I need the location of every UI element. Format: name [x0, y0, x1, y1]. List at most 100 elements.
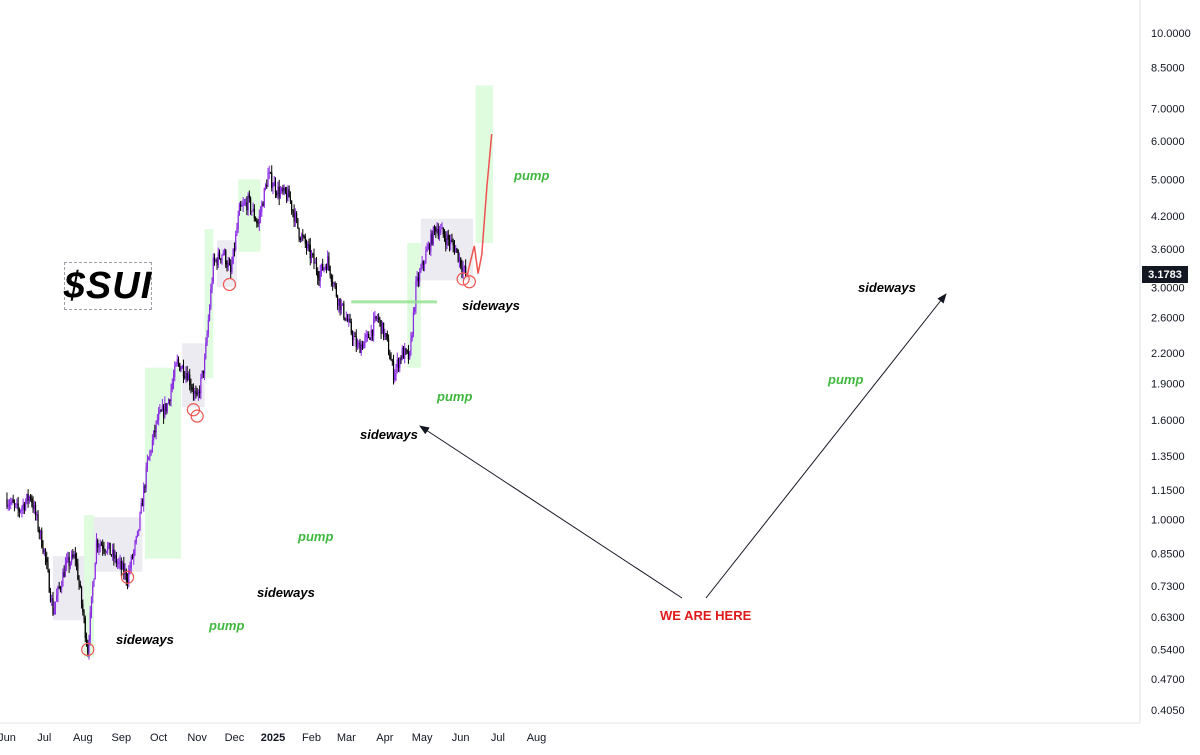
candle-body	[43, 549, 45, 553]
candle-body	[72, 554, 74, 557]
candle-body	[41, 530, 43, 548]
candle-body	[407, 350, 410, 359]
candle-body	[443, 234, 446, 239]
candle-body	[369, 338, 371, 340]
candle-body	[295, 213, 298, 219]
pump-zone	[238, 179, 261, 252]
candle-body	[227, 262, 229, 268]
candle-body	[339, 298, 341, 311]
candle-body	[172, 376, 175, 384]
candle-body	[397, 359, 400, 369]
y-tick-label: 10.0000	[1151, 28, 1191, 40]
candle-body	[46, 558, 48, 563]
candle-body	[414, 307, 416, 312]
candle-body	[455, 248, 457, 253]
candle-body	[245, 202, 247, 204]
candle-body	[412, 311, 415, 336]
candle-body	[323, 267, 325, 271]
candle-body	[405, 348, 407, 351]
candle-body	[44, 549, 47, 559]
candle-body	[89, 612, 91, 641]
candle-body	[225, 250, 227, 265]
candle-body	[356, 344, 359, 348]
zones-layer	[52, 85, 493, 658]
candle-body	[222, 253, 224, 256]
candle-body	[361, 344, 364, 349]
candle-body	[11, 499, 13, 503]
candle-body	[394, 373, 396, 380]
candle-body	[278, 186, 280, 198]
candle-body	[271, 172, 273, 188]
candle-body	[380, 320, 382, 334]
candle-body	[328, 256, 330, 267]
candle-body	[266, 184, 268, 187]
candle-body	[237, 215, 239, 229]
candle-body	[315, 262, 318, 272]
candle-body	[133, 550, 135, 559]
candle-body	[368, 333, 370, 339]
candle-body	[340, 304, 342, 311]
candle-body	[360, 344, 362, 354]
candle-body	[98, 546, 100, 548]
candle-body	[71, 554, 73, 563]
candle-body	[206, 333, 208, 344]
candle-body	[125, 570, 127, 580]
candle-body	[189, 374, 191, 385]
candle-body	[346, 318, 349, 322]
candle-body	[136, 530, 139, 537]
ticker-label: $SUI	[64, 262, 152, 310]
candle-body	[134, 542, 136, 551]
candle-body	[53, 607, 55, 615]
candle-body	[61, 586, 63, 589]
candle-body	[246, 202, 248, 211]
candle-body	[304, 236, 306, 244]
candle-body	[387, 339, 390, 355]
candle-body	[279, 191, 282, 198]
candle-body	[257, 223, 259, 225]
low-marker-circle	[456, 272, 470, 286]
candle-body	[365, 334, 367, 338]
candle-body	[422, 261, 424, 265]
candle-body	[110, 554, 112, 556]
candle-body	[345, 318, 347, 321]
candle-body	[248, 194, 250, 199]
candle-body	[250, 198, 252, 212]
candle-body	[416, 277, 418, 281]
candle-body	[47, 562, 49, 571]
candle-body	[130, 556, 132, 569]
current-price-badge: 3.1783	[1142, 266, 1188, 283]
candle-body	[213, 257, 216, 261]
candle-body	[419, 271, 421, 282]
candle-body	[247, 194, 249, 211]
y-tick-label: 1.1500	[1151, 485, 1185, 497]
candle-body	[162, 405, 165, 417]
candle-body	[354, 336, 356, 338]
candle-body	[437, 229, 439, 237]
candle-body	[221, 255, 223, 260]
candle-body	[107, 546, 109, 552]
candle-body	[458, 257, 461, 262]
candle-body	[8, 504, 11, 506]
candle-body	[160, 410, 162, 412]
candle-body	[108, 542, 110, 547]
candle-body	[401, 347, 403, 360]
candle-body	[253, 208, 255, 219]
candle-body	[395, 366, 397, 374]
candle-body	[329, 266, 331, 276]
candle-body	[7, 504, 9, 507]
candle-body	[313, 254, 315, 264]
candle-body	[427, 244, 429, 249]
candle-body	[324, 266, 326, 268]
candle-body	[299, 238, 301, 241]
candle-body	[103, 548, 105, 551]
candle-body	[62, 572, 64, 587]
candle-body	[197, 391, 199, 395]
candle-body	[159, 410, 161, 413]
x-tick-label: Jun	[0, 732, 16, 744]
candle-body	[281, 187, 283, 192]
y-tick-label: 0.5400	[1151, 644, 1185, 656]
candle-body	[140, 503, 142, 513]
candle-body	[272, 186, 274, 188]
